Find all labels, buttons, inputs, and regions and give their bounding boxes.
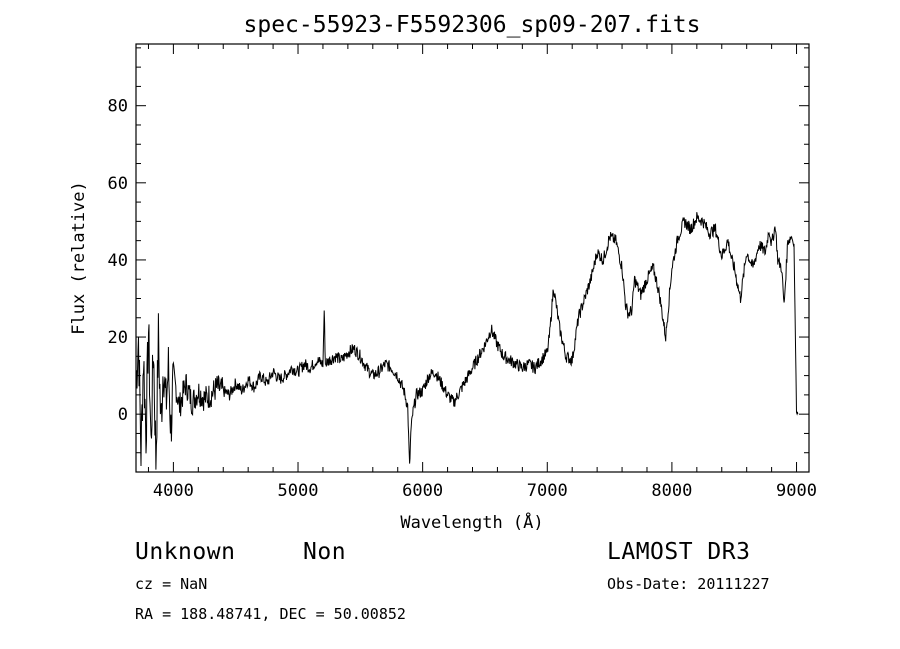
obs-date: Obs-Date: 20111227 xyxy=(607,575,770,593)
y-tick-label: 20 xyxy=(108,328,128,348)
x-axis-label: Wavelength (Å) xyxy=(400,511,543,533)
x-tick-label: 4000 xyxy=(153,481,194,501)
x-tick-label: 7000 xyxy=(527,481,568,501)
spectrum-line xyxy=(135,212,799,470)
axis-ticks xyxy=(136,44,809,472)
y-tick-label: 0 xyxy=(118,405,128,425)
y-tick-label: 40 xyxy=(108,251,128,271)
y-tick-labels: 0 20 40 60 80 xyxy=(108,97,128,425)
x-tick-labels: 4000 5000 6000 7000 8000 9000 xyxy=(153,481,817,501)
object-class: Unknown xyxy=(135,539,236,565)
survey-label: LAMOST DR3 xyxy=(607,539,751,565)
y-axis-label: Flux (relative) xyxy=(69,181,89,335)
chart-title: spec-55923-F5592306_sp09-207.fits xyxy=(244,12,701,38)
y-tick-label: 60 xyxy=(108,174,128,194)
object-subclass: Non xyxy=(303,539,347,565)
y-tick-label: 80 xyxy=(108,97,128,117)
x-tick-label: 8000 xyxy=(651,481,692,501)
plot-frame xyxy=(135,43,810,473)
x-tick-label: 9000 xyxy=(776,481,817,501)
x-tick-label: 6000 xyxy=(402,481,443,501)
ra-dec-coords: RA = 188.48741, DEC = 50.00852 xyxy=(135,605,406,623)
cz-value: cz = NaN xyxy=(135,575,208,593)
x-tick-label: 5000 xyxy=(278,481,319,501)
